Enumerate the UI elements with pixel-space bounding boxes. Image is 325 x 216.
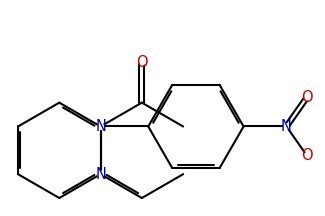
Text: O: O [136, 55, 148, 70]
Text: O: O [301, 148, 313, 163]
Text: N: N [95, 167, 106, 182]
Circle shape [284, 124, 289, 129]
Circle shape [304, 153, 310, 159]
Circle shape [304, 94, 310, 100]
Circle shape [98, 124, 103, 129]
Text: O: O [301, 90, 313, 105]
Text: N: N [281, 119, 292, 134]
Circle shape [98, 171, 103, 177]
Circle shape [139, 59, 145, 65]
Text: N: N [95, 119, 106, 134]
